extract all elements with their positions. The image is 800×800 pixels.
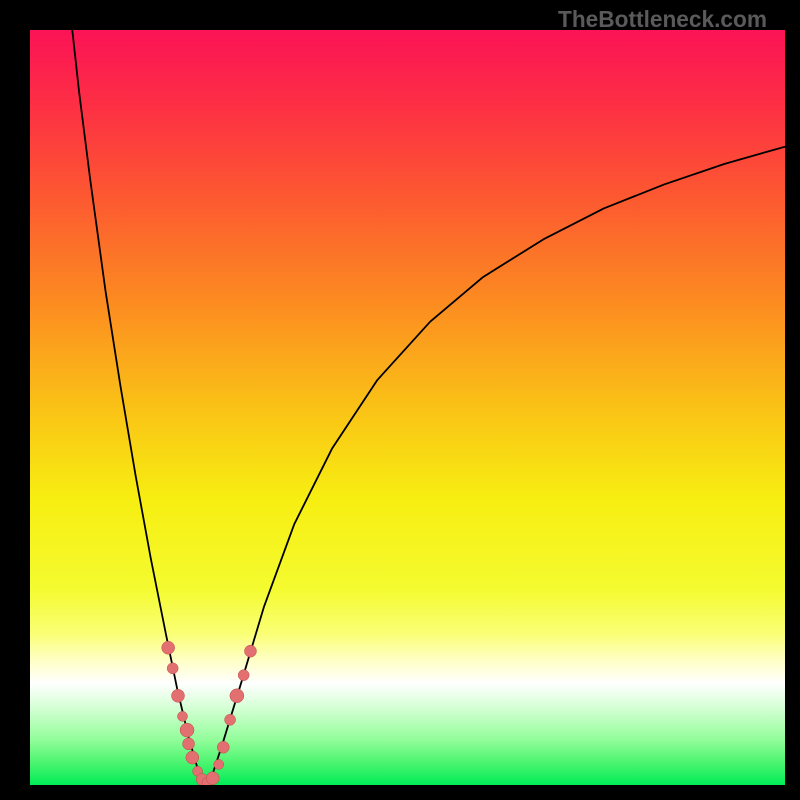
data-marker (244, 645, 256, 657)
data-marker (178, 711, 188, 721)
data-marker (238, 670, 249, 681)
data-marker (225, 714, 236, 725)
chart-container: TheBottleneck.com (0, 0, 800, 800)
data-marker (186, 751, 199, 764)
data-marker (183, 738, 195, 750)
data-marker (217, 741, 229, 753)
data-marker (167, 663, 178, 674)
bottleneck-curve (72, 30, 785, 785)
watermark-text: TheBottleneck.com (558, 6, 767, 33)
data-marker (214, 759, 224, 769)
plot-svg (30, 30, 785, 785)
data-marker (206, 772, 219, 785)
marker-group (162, 641, 257, 785)
data-marker (171, 689, 184, 702)
plot-area (30, 30, 785, 785)
data-marker (162, 641, 175, 654)
data-marker (180, 723, 194, 737)
data-marker (230, 689, 244, 703)
